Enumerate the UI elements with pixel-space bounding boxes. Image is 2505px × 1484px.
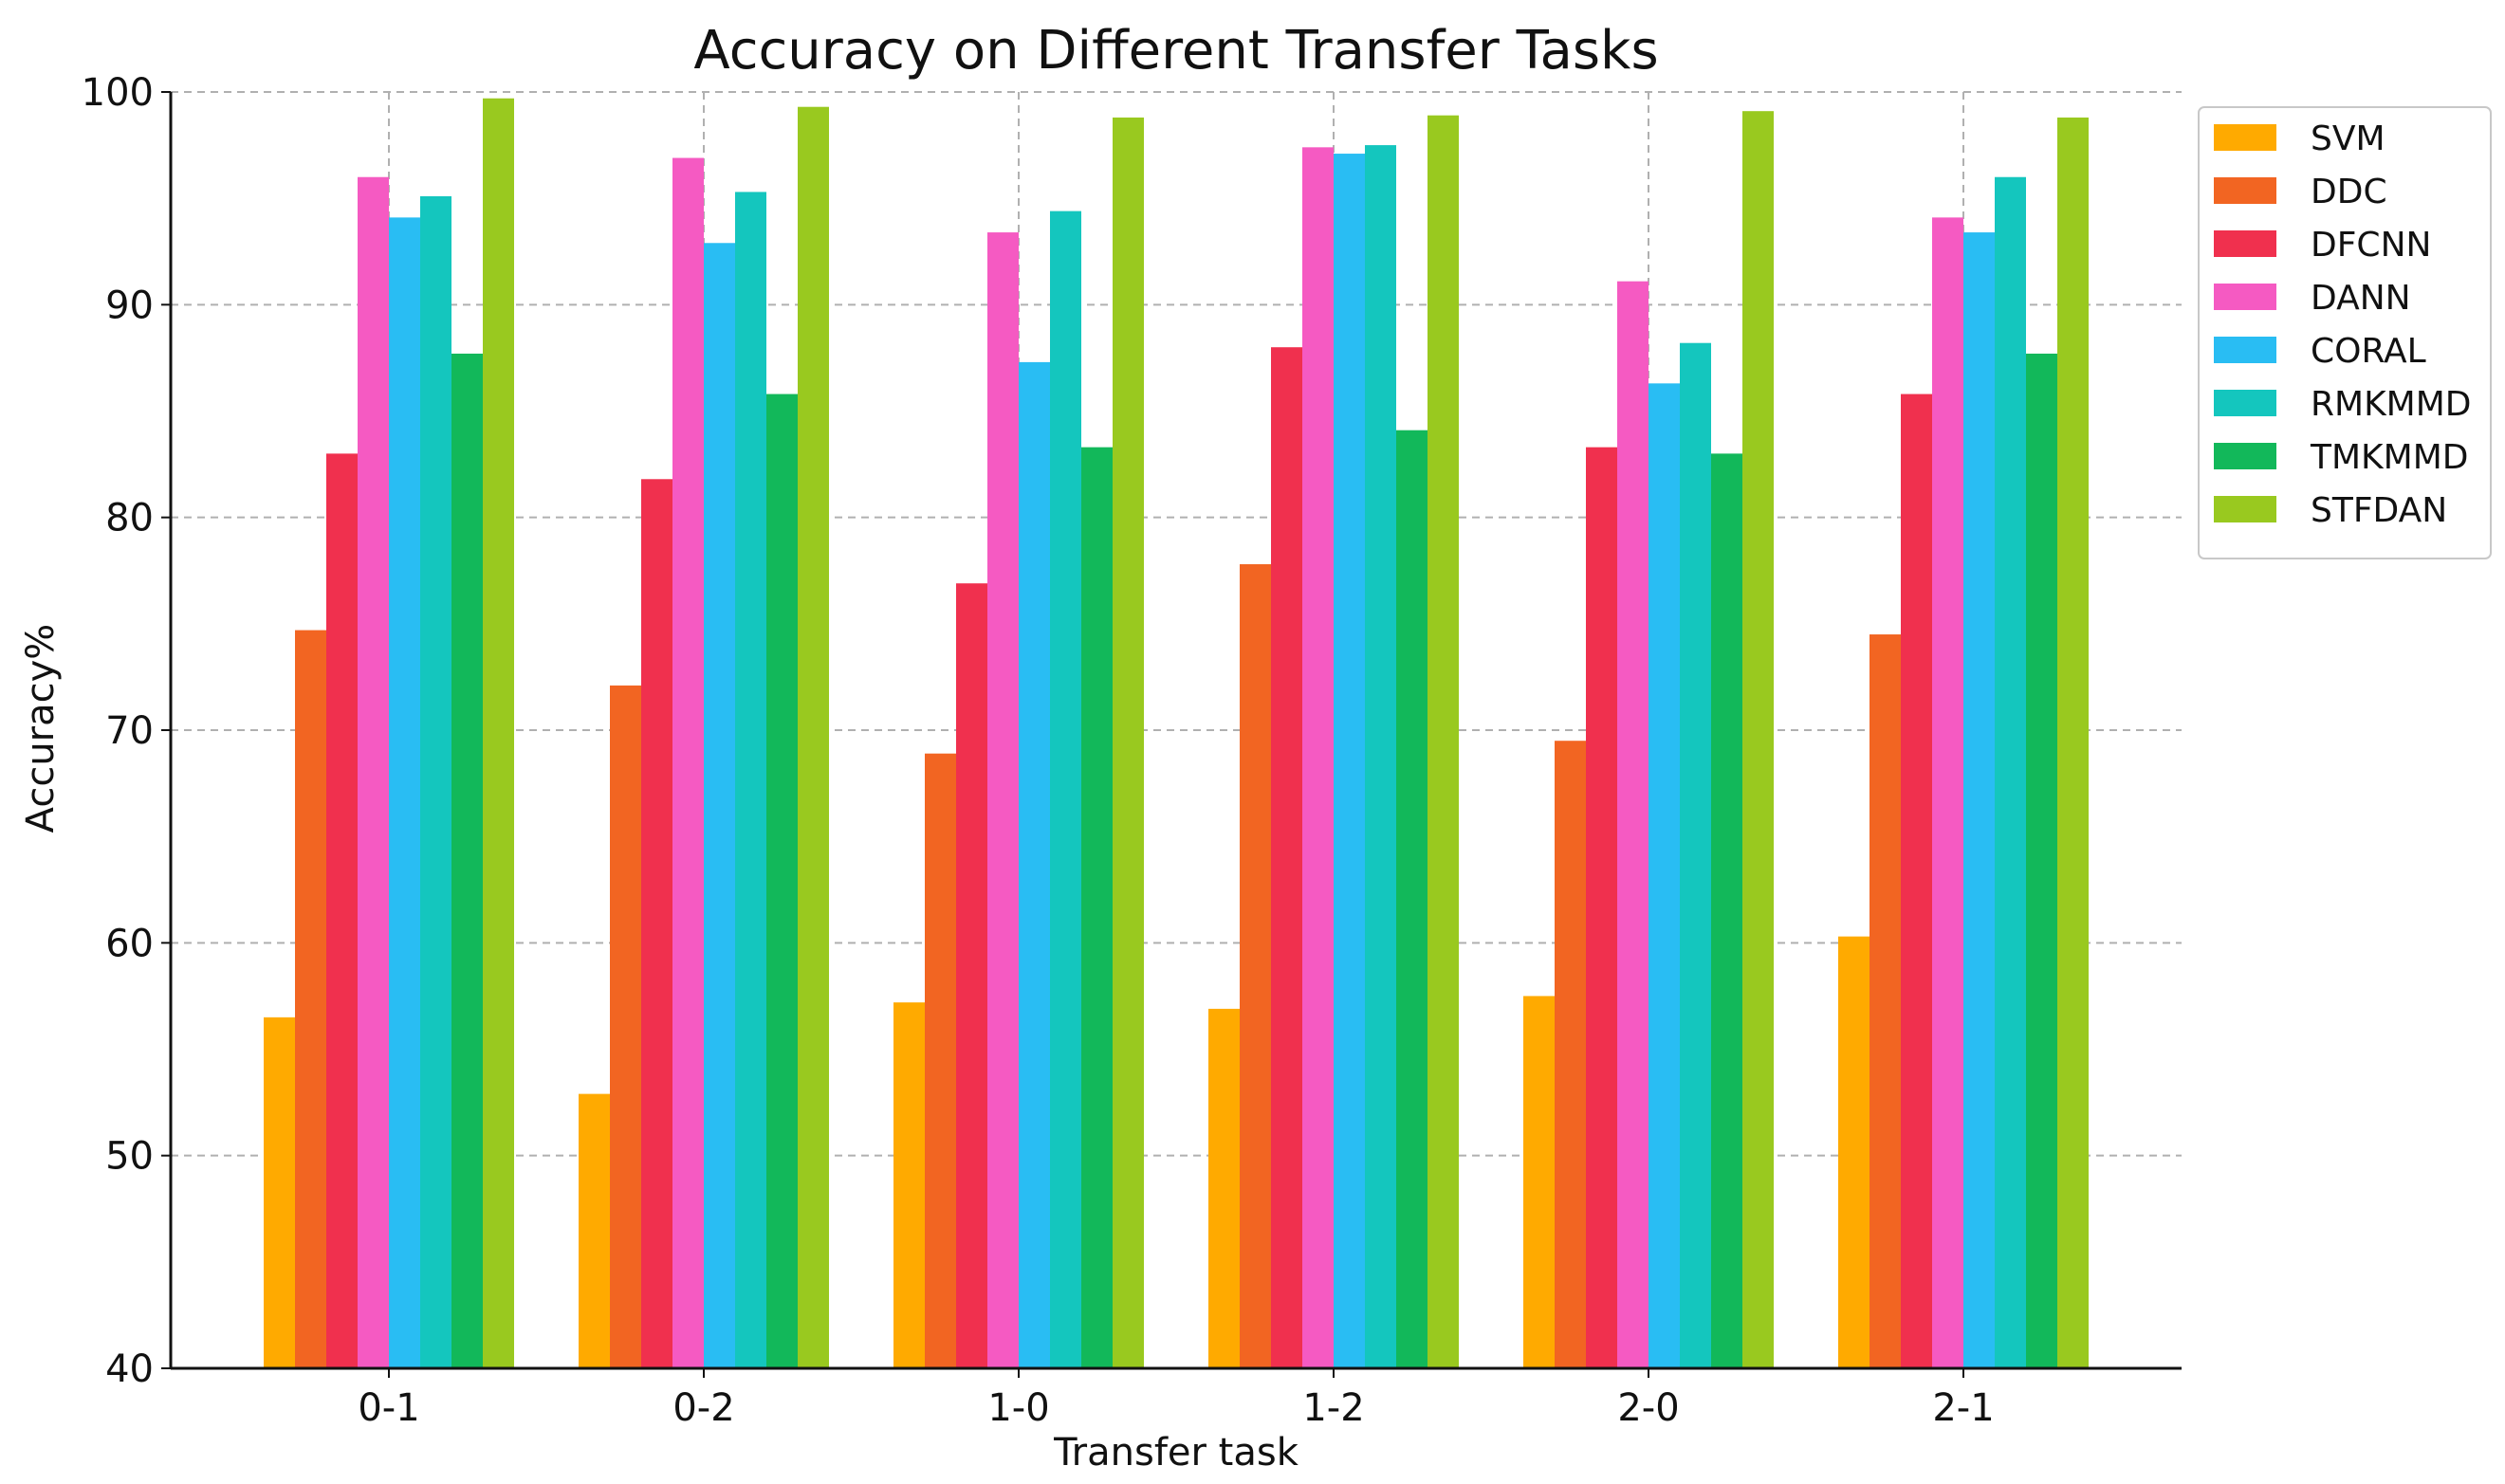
x-axis-label: Transfer task (1053, 1431, 1299, 1475)
bar-dfcnn-2-1 (1901, 394, 1932, 1368)
bar-coral-2-0 (1649, 383, 1680, 1368)
bar-ddc-2-0 (1555, 741, 1586, 1368)
bar-dann-2-0 (1617, 281, 1649, 1368)
bar-coral-1-2 (1334, 154, 1365, 1369)
bar-stfdan-1-2 (1427, 115, 1459, 1369)
legend-label-coral: CORAL (2311, 332, 2426, 371)
legend-swatch-coral (2214, 337, 2276, 363)
x-tick-label: 0-1 (358, 1386, 419, 1430)
legend-label-stfdan: STFDAN (2311, 491, 2447, 530)
bar-coral-1-0 (1019, 361, 1050, 1368)
x-tick-label: 1-2 (1302, 1386, 1364, 1430)
bar-rmkmmd-1-2 (1365, 145, 1396, 1368)
bar-rmkmmd-0-2 (735, 192, 766, 1369)
bar-coral-2-1 (1963, 232, 1995, 1368)
bar-dann-0-1 (358, 176, 389, 1368)
bar-ddc-0-1 (295, 630, 326, 1368)
bar-tmkmmd-2-0 (1711, 453, 1742, 1368)
bar-stfdan-0-1 (483, 98, 514, 1369)
y-tick-label: 100 (82, 71, 154, 115)
bar-dfcnn-1-2 (1271, 347, 1302, 1369)
bar-svm-2-0 (1523, 996, 1555, 1368)
y-tick-label: 90 (105, 284, 154, 327)
bar-svm-2-1 (1838, 936, 1870, 1368)
bar-dann-1-0 (987, 232, 1019, 1368)
legend-swatch-rmkmmd (2214, 390, 2276, 416)
bar-tmkmmd-2-1 (2026, 353, 2057, 1369)
legend-swatch-ddc (2214, 177, 2276, 204)
bar-coral-0-2 (704, 243, 735, 1369)
y-tick-label: 50 (105, 1135, 154, 1179)
bar-dfcnn-2-0 (1586, 447, 1617, 1368)
bar-stfdan-2-0 (1742, 111, 1774, 1369)
legend-swatch-dann (2214, 284, 2276, 310)
legend-label-dann: DANN (2311, 279, 2411, 318)
legend-label-ddc: DDC (2311, 173, 2387, 211)
bar-svm-0-1 (264, 1017, 295, 1368)
y-tick-label: 40 (105, 1347, 154, 1391)
bars (264, 98, 2089, 1369)
y-tick-label: 70 (105, 709, 154, 753)
legend: SVM DDC DFCNN DANN CORAL RMKMMD TMKMMD STFDAN (2198, 106, 2492, 559)
bar-stfdan-1-0 (1113, 117, 1144, 1368)
bar-ddc-0-2 (610, 685, 641, 1368)
legend-label-svm: SVM (2311, 119, 2385, 158)
bar-dann-1-2 (1302, 147, 1334, 1368)
x-tick-label: 2-0 (1617, 1386, 1679, 1430)
legend-swatch-svm (2214, 124, 2276, 151)
bar-svm-1-2 (1208, 1008, 1240, 1368)
bar-coral-0-1 (389, 217, 420, 1368)
bar-dann-2-1 (1932, 217, 1963, 1368)
legend-swatch-dfcnn (2214, 230, 2276, 257)
x-tick-label: 0-2 (672, 1386, 734, 1430)
bar-tmkmmd-0-2 (766, 394, 798, 1368)
bar-dann-0-2 (672, 157, 704, 1368)
legend-label-tmkmmd: TMKMMD (2310, 438, 2469, 477)
x-tick-label: 2-1 (1932, 1386, 1994, 1430)
tick-labels: 40 50 60 70 80 90 100 0-1 0-2 1-0 1-2 2-0 2-1 (82, 71, 1995, 1430)
bar-tmkmmd-1-2 (1396, 430, 1427, 1368)
bar-stfdan-0-2 (798, 106, 829, 1368)
bar-rmkmmd-2-1 (1995, 176, 2026, 1368)
legend-label-dfcnn: DFCNN (2311, 226, 2431, 265)
y-axis-label: Accuracy% (19, 624, 63, 834)
bar-rmkmmd-2-0 (1680, 342, 1711, 1368)
bar-stfdan-2-1 (2057, 117, 2089, 1368)
chart-title: Accuracy on Different Transfer Tasks (693, 20, 1658, 82)
bar-ddc-1-0 (925, 753, 956, 1368)
y-tick-label: 80 (105, 497, 154, 540)
bar-ddc-1-2 (1240, 564, 1271, 1368)
bar-rmkmmd-0-1 (420, 195, 451, 1368)
bar-tmkmmd-0-1 (451, 353, 483, 1369)
legend-label-rmkmmd: RMKMMD (2311, 385, 2472, 424)
legend-swatch-tmkmmd (2214, 443, 2276, 469)
bar-svm-1-0 (893, 1002, 925, 1368)
bar-dfcnn-1-0 (956, 583, 987, 1368)
bar-svm-0-2 (579, 1093, 610, 1368)
bar-dfcnn-0-1 (326, 453, 358, 1368)
bar-rmkmmd-1-0 (1050, 211, 1081, 1368)
bar-ddc-2-1 (1870, 634, 1901, 1368)
axes (161, 91, 2182, 1378)
y-tick-label: 60 (105, 922, 154, 965)
bar-tmkmmd-1-0 (1081, 447, 1113, 1368)
x-tick-label: 1-0 (987, 1386, 1049, 1430)
bar-dfcnn-0-2 (641, 479, 672, 1369)
legend-swatch-stfdan (2214, 496, 2276, 522)
